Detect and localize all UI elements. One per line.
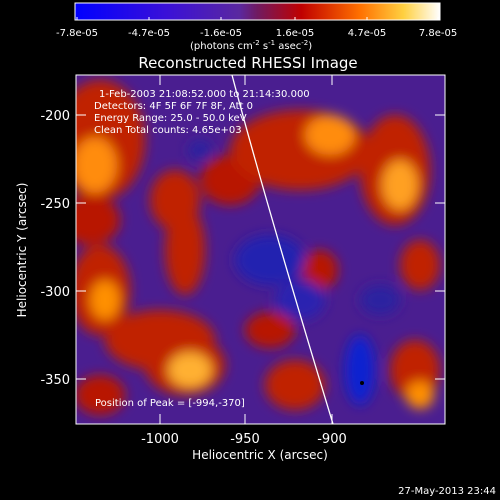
plot-title: Reconstructed RHESSI Image <box>138 54 357 72</box>
x-ticks <box>159 75 333 424</box>
y-tick-label: -300 <box>40 285 70 300</box>
plot-frame <box>75 74 446 425</box>
colorbar-tick: -4.7e-05 <box>128 28 170 39</box>
annotation-detectors: Detectors: 4F 5F 6F 7F 8F, Att 0 <box>94 101 253 112</box>
annotation-energy: Energy Range: 25.0 - 50.0 keV <box>94 113 247 124</box>
colorbar-tick: -1.6e-05 <box>200 28 242 39</box>
x-tick-label: -900 <box>317 432 347 447</box>
colorbar-tick: -7.8e-05 <box>56 28 98 39</box>
colorbar-gradient <box>74 2 441 21</box>
annotation-time-range: 1-Feb-2003 21:08:52.000 to 21:14:30.000 <box>99 89 310 100</box>
colorbar-tick: 4.7e-05 <box>348 28 386 39</box>
peak-marker <box>360 381 364 385</box>
annotation-peak: Position of Peak = [-994,-370] <box>95 398 245 409</box>
colorbar-tick: 1.6e-05 <box>276 28 314 39</box>
y-tick-label: -250 <box>40 197 70 212</box>
annotation-clean: Clean Total counts: 4.65e+03 <box>94 125 242 136</box>
y-ticks <box>76 114 445 380</box>
colorbar: -7.8e-05 -4.7e-05 -1.6e-05 1.6e-05 4.7e-… <box>56 2 457 52</box>
colorbar-units: (photons cm-2 s-1 asec-2) <box>190 39 312 52</box>
solar-limb-line <box>231 75 334 424</box>
x-tick-label: -1000 <box>141 432 179 447</box>
y-axis-label: Heliocentric Y (arcsec) <box>15 183 29 318</box>
footer-timestamp: 27-May-2013 23:44 <box>398 486 496 497</box>
rhessi-image <box>76 75 445 424</box>
x-tick-label: -950 <box>230 432 260 447</box>
x-axis-label: Heliocentric X (arcsec) <box>192 448 328 462</box>
y-tick-label: -350 <box>40 373 70 388</box>
y-tick-label: -200 <box>40 109 70 124</box>
colorbar-tick: 7.8e-05 <box>419 28 457 39</box>
